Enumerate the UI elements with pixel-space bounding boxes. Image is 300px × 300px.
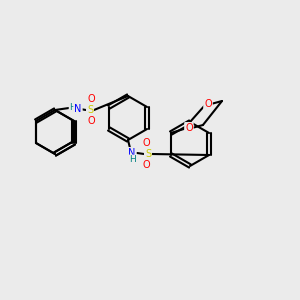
Text: O: O bbox=[204, 99, 212, 109]
Text: S: S bbox=[87, 105, 93, 115]
Text: H: H bbox=[129, 155, 135, 164]
Text: O: O bbox=[185, 123, 193, 133]
Text: O: O bbox=[87, 116, 95, 126]
Text: O: O bbox=[142, 138, 150, 148]
Text: S: S bbox=[145, 149, 151, 159]
Text: N: N bbox=[74, 104, 82, 114]
Text: N: N bbox=[128, 148, 136, 158]
Text: H: H bbox=[70, 103, 76, 112]
Text: O: O bbox=[87, 94, 95, 104]
Text: O: O bbox=[142, 160, 150, 170]
